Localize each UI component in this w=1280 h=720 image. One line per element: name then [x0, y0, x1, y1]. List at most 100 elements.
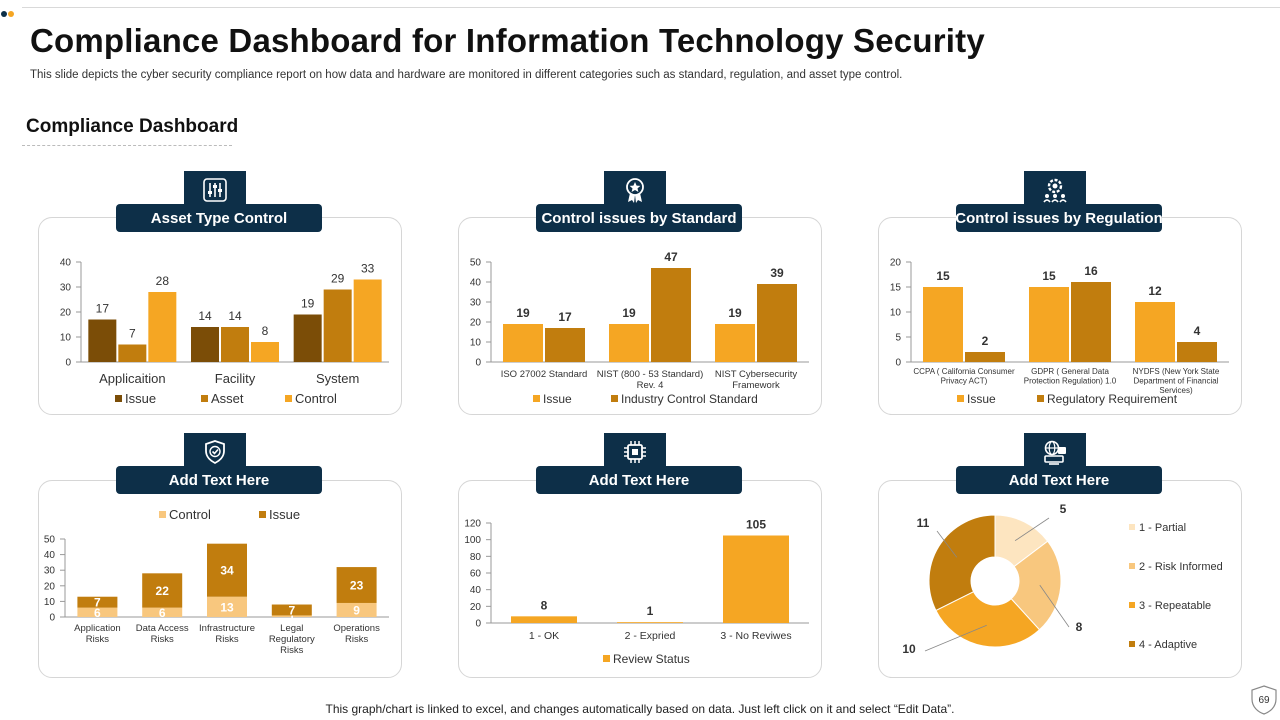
data-label: 4 — [1194, 324, 1201, 338]
legend-swatch-issue — [259, 511, 266, 518]
x-tick-label: 2 - Expried — [625, 630, 676, 642]
data-label: 12 — [1148, 284, 1162, 298]
bar-industry-control-standard-1 — [651, 268, 691, 362]
bar-industry-control-standard-2 — [757, 284, 797, 362]
page-subtitle: This slide depicts the cyber security co… — [30, 69, 903, 81]
data-label: 105 — [746, 518, 766, 532]
page-number-badge: 69 — [1250, 685, 1278, 715]
panel-risk-stacked[interactable]: 0 10 20 30 40 50 6 7 Application Risks 6 22 Data Acc… — [38, 480, 402, 678]
x-tick-label: Operations — [333, 623, 380, 634]
top-rule — [22, 7, 1280, 8]
x-tick-label: Department of Financial — [1134, 377, 1219, 386]
x-tick-label: NIST Cybersecurity — [715, 369, 797, 380]
donut-slice-4-adaptive — [928, 514, 996, 612]
bar-issue-1 — [1029, 287, 1069, 362]
panel1-heading: Asset Type Control — [116, 204, 322, 232]
panel-asset-type-control[interactable]: 0 10 20 30 40 17 7 28 Applicaition 14 14 8 Facility 1… — [38, 217, 402, 415]
legend-label-issue: Issue — [967, 392, 996, 406]
data-label: 14 — [198, 309, 212, 323]
y-tick-label: 60 — [470, 569, 482, 580]
x-tick-label: CCPA ( California Consumer — [913, 367, 1015, 376]
panel6-icon-tab — [1024, 433, 1086, 471]
dot-orange — [8, 11, 14, 17]
y-tick-label: 5 — [895, 333, 901, 344]
x-tick-label: Infrastructure — [199, 623, 255, 634]
data-label: 19 — [301, 297, 315, 311]
data-label: 16 — [1084, 264, 1098, 278]
legend-swatch-regulatory-requirement — [1037, 395, 1044, 402]
data-label: 39 — [770, 266, 784, 280]
panel4-icon-tab — [184, 433, 246, 471]
review-status-chart[interactable]: 0 20 40 60 80 100 120 8 1 - OK 1 2 - Expried 105 3 -… — [459, 481, 823, 679]
bar-issue-1 — [142, 573, 183, 608]
data-label: 8 — [541, 598, 548, 612]
footer-note: This graph/chart is linked to excel, and… — [325, 702, 955, 716]
bar-issue-1 — [191, 327, 219, 362]
x-tick-label: Risks — [280, 645, 303, 656]
control-by-standard-chart[interactable]: 0 10 20 30 40 50 19 17 ISO 27002 Standard 19 47 NIS… — [459, 218, 823, 416]
data-label: 19 — [516, 306, 530, 320]
donut-value-label: 8 — [1076, 620, 1083, 634]
x-tick-label: ISO 27002 Standard — [501, 369, 588, 380]
legend-label-control: Control — [295, 391, 337, 406]
legend-label-issue: Issue — [543, 392, 572, 406]
control-by-regulation-chart[interactable]: 0 5 10 15 20 15 2 CCPA ( California ConsumerPri… — [879, 218, 1243, 416]
y-tick-label: 40 — [470, 585, 482, 596]
x-tick-label: Services) — [1159, 386, 1193, 395]
x-tick-label: Protection Regulation) 1.0 — [1024, 377, 1117, 386]
bar-control-0 — [148, 292, 177, 362]
data-label: 17 — [96, 302, 110, 316]
bar-issue-4 — [336, 567, 377, 603]
x-tick-label: Risks — [345, 634, 368, 645]
legend-label-industry-control-standard: Industry Control Standard — [621, 392, 758, 406]
panel-review-status[interactable]: 0 20 40 60 80 100 120 8 1 - OK 1 2 - Expried 105 3 -… — [458, 480, 822, 678]
y-tick-label: 40 — [44, 550, 56, 561]
legend-swatch-control — [159, 511, 166, 518]
panel3-icon-tab — [1024, 171, 1086, 209]
panel4-heading: Add Text Here — [116, 466, 322, 494]
data-label: 8 — [262, 324, 269, 338]
bar-issue-2 — [207, 543, 247, 597]
legend-swatch-industry-control-standard — [611, 395, 618, 402]
donut-value-label: 10 — [902, 642, 916, 656]
panel-maturity-donut[interactable]: 5 8 10 11 1 - Partial 2 - Risk Informed 3 - Re… — [878, 480, 1242, 678]
y-tick-label: 80 — [470, 552, 482, 563]
data-label: 9 — [353, 603, 360, 617]
panel2-heading: Control issues by Standard — [536, 204, 742, 232]
asset-type-control-chart[interactable]: 0 10 20 30 40 17 7 28 Applicaition 14 14 8 Facility 1… — [39, 218, 403, 416]
dot-navy — [1, 11, 7, 17]
y-tick-label: 20 — [470, 602, 482, 613]
legend-label-issue: Issue — [269, 507, 300, 522]
callout-line — [924, 624, 987, 652]
legend-swatch-asset — [201, 395, 208, 402]
x-tick-label: Facility — [215, 371, 256, 386]
donut-value-label: 5 — [1060, 502, 1067, 516]
x-tick-label: Risks — [215, 634, 238, 645]
legend-label-2-risk-informed: 2 - Risk Informed — [1139, 561, 1223, 573]
y-tick-label: 40 — [470, 278, 482, 289]
legend-swatch-issue — [533, 395, 540, 402]
slide-dots — [1, 4, 15, 22]
data-label: 17 — [558, 310, 572, 324]
shield-check-icon — [205, 440, 225, 465]
bar-issue-2 — [293, 314, 322, 362]
legend-swatch-3-repeatable — [1129, 602, 1135, 608]
y-tick-label: 0 — [65, 358, 71, 369]
legend-label-4-adaptive: 4 - Adaptive — [1139, 639, 1197, 651]
bar-issue-0 — [77, 596, 118, 608]
panel-control-by-regulation[interactable]: 0 5 10 15 20 15 2 CCPA ( California Consumer Pri… — [878, 217, 1242, 415]
bar-asset-1 — [221, 327, 249, 362]
data-label: 7 — [129, 327, 136, 341]
y-tick-label: 40 — [60, 258, 72, 269]
y-tick-label: 30 — [470, 298, 482, 309]
panel-control-by-standard[interactable]: 0 10 20 30 40 50 19 17 ISO 27002 Standard 19 47 NIS… — [458, 217, 822, 415]
legend-label-1-partial: 1 - Partial — [1139, 522, 1186, 534]
maturity-donut-chart[interactable]: 5 8 10 11 1 - Partial 2 - Risk Informed 3 - Re… — [879, 481, 1243, 679]
y-tick-label: 30 — [60, 283, 72, 294]
legend-swatch-review-status — [603, 655, 610, 662]
x-tick-label: Privacy ACT) — [941, 377, 988, 386]
y-tick-label: 0 — [475, 358, 481, 369]
x-tick-label: Regulatory — [269, 634, 315, 645]
section-divider — [22, 145, 232, 146]
